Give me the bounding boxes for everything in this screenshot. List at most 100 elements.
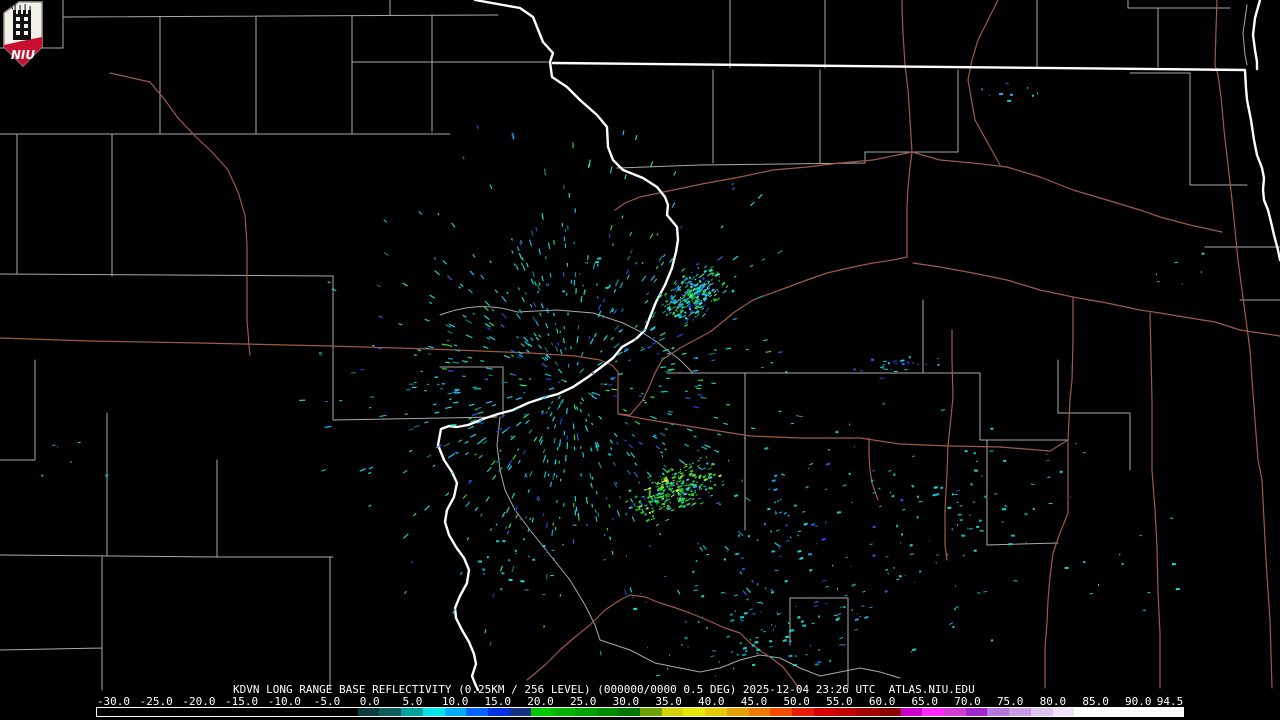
radar-echo (679, 480, 682, 482)
radar-echo (529, 378, 532, 380)
radar-echo (703, 478, 708, 482)
radar-echo (702, 545, 707, 550)
radar-echo (465, 334, 473, 339)
radar-echo (545, 378, 552, 381)
radar-echo (665, 497, 668, 500)
radar-echo (693, 589, 698, 591)
radar-echo (776, 612, 781, 616)
radar-echo (702, 277, 706, 280)
radar-echo (685, 478, 690, 482)
radar-echo (695, 262, 700, 267)
radar-echo (817, 660, 822, 664)
radar-echo (667, 492, 669, 495)
radar-echo (610, 336, 615, 341)
radar-echo (623, 409, 627, 412)
colorbar-tick-label: -20.0 (182, 695, 216, 708)
radar-echo (449, 398, 452, 400)
radar-echo (551, 529, 554, 537)
radar-echo (591, 476, 594, 480)
radar-echo (500, 323, 505, 328)
radar-echo (514, 506, 518, 513)
radar-echo (714, 449, 720, 453)
radar-echo (525, 516, 527, 519)
radar-echo (580, 473, 582, 477)
radar-echo (648, 511, 652, 515)
radar-echo (665, 494, 670, 498)
radar-echo (900, 498, 904, 502)
radar-echo (956, 489, 961, 492)
radar-echo (402, 470, 408, 474)
radar-echo (657, 495, 662, 499)
radar-echo (714, 675, 717, 677)
radar-echo (667, 498, 671, 501)
radar-echo (689, 310, 694, 315)
colorbar-tick-label: 65.0 (911, 695, 939, 708)
radar-echo (500, 588, 503, 591)
radar-echo (318, 352, 322, 354)
radar-echo (986, 495, 988, 497)
radar-echo (611, 308, 615, 313)
radar-echo (751, 663, 756, 667)
map-line (1149, 312, 1161, 689)
radar-echo (743, 611, 748, 615)
radar-echo (633, 471, 639, 478)
colorbar-segment (705, 708, 727, 716)
radar-echo (671, 468, 674, 471)
radar-echo (775, 510, 777, 512)
radar-echo (609, 439, 614, 444)
radar-echo (530, 230, 534, 236)
radar-echo (653, 278, 658, 283)
radar-echo (572, 423, 575, 430)
radar-echo (808, 467, 810, 470)
radar-echo (785, 635, 790, 639)
radar-echo (917, 363, 919, 365)
radar-echo (535, 320, 540, 327)
radar-echo (703, 297, 708, 302)
castle-windows (16, 17, 28, 35)
radar-echo (479, 560, 483, 563)
radar-echo (524, 291, 528, 295)
radar-echo (591, 372, 595, 375)
radar-echo (688, 497, 692, 501)
radar-echo (681, 267, 686, 272)
radar-echo (896, 362, 898, 365)
radar-echo (671, 484, 676, 487)
radar-echo (474, 506, 479, 512)
radar-echo (379, 414, 387, 418)
radar-echo (605, 286, 609, 290)
radar-echo (862, 590, 866, 593)
radar-echo (368, 406, 372, 409)
radar-echo (1007, 99, 1012, 102)
radar-echo (443, 442, 451, 447)
niu-logo-text: NIU (11, 48, 36, 62)
colorbar-tick-label: 55.0 (826, 695, 853, 708)
radar-echo (650, 481, 654, 484)
radar-echo (695, 295, 700, 300)
radar-echo (686, 428, 693, 432)
radar-echo (558, 460, 560, 464)
radar-echo (620, 308, 624, 312)
radar-echo (545, 354, 549, 358)
radar-echo (574, 272, 577, 278)
radar-echo (887, 362, 891, 365)
radar-echo (573, 434, 576, 441)
radar-echo (735, 552, 740, 556)
radar-echo (716, 271, 719, 274)
radar-echo (676, 482, 678, 486)
radar-echo (547, 333, 550, 336)
radar-echo (495, 523, 498, 526)
radar-echo (734, 609, 736, 613)
radar-echo (684, 316, 688, 320)
radar-echo (742, 646, 748, 650)
radar-echo (696, 387, 702, 390)
colorbar-segment (596, 708, 619, 716)
radar-echo (547, 283, 550, 287)
radar-echo (837, 613, 842, 616)
map-line (1242, 4, 1248, 66)
radar-echo (447, 275, 453, 281)
radar-echo (707, 475, 711, 478)
radar-echo (709, 480, 712, 483)
radar-echo (686, 488, 690, 492)
radar-echo (746, 348, 749, 351)
